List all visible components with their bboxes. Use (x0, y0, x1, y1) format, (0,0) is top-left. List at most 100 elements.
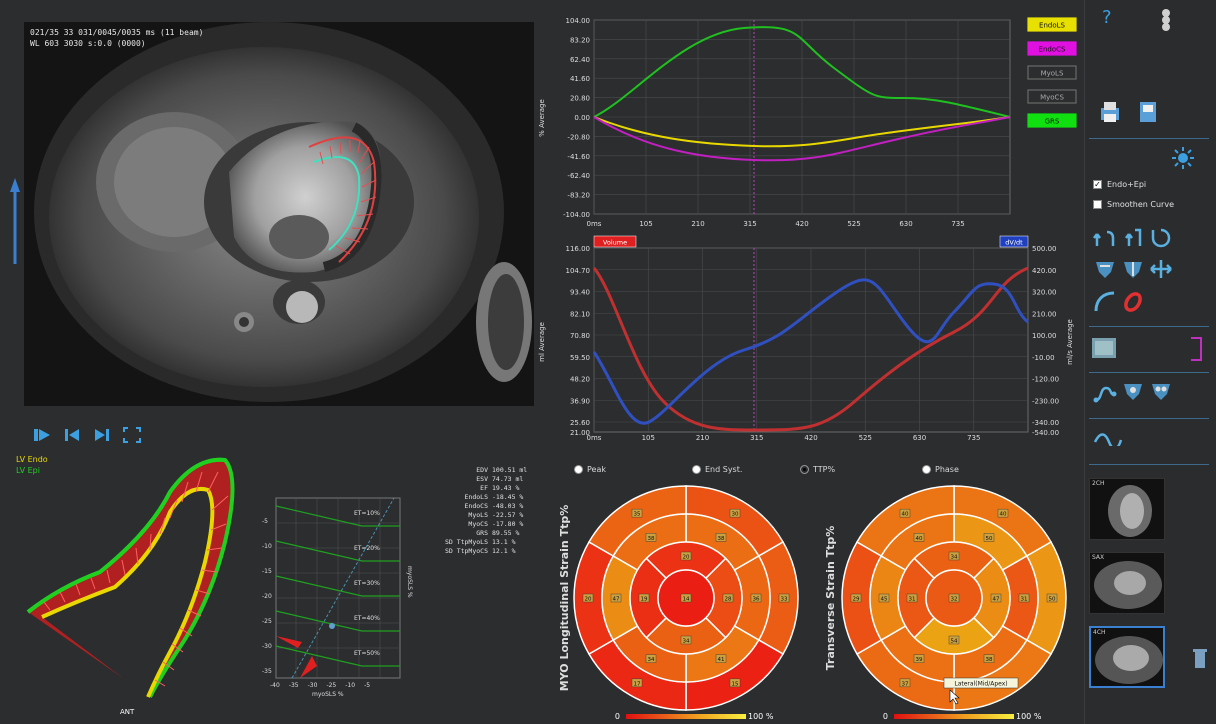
mri-overlay-line: 021/35 33 031/0045/0035 ms (11 beam) (30, 28, 204, 37)
chart1-legend-swatch[interactable] (1027, 41, 1077, 56)
stats-key: EDV (476, 466, 488, 474)
skip-back-button[interactable] (62, 426, 82, 444)
volume-chart[interactable]: 116.00 500.00 104.70 420.00 93.40 320.00 82.10… (534, 232, 1080, 442)
settings-button[interactable] (1157, 8, 1175, 36)
bullseye-longitudinal[interactable]: 30 33 15 17 20 35 38 36 41 34 47 38 28 34 19 20 14 MYO Lo… (556, 480, 812, 724)
chart2-legend-left[interactable] (593, 235, 637, 248)
stats-key: EndoCS (464, 502, 488, 510)
segment-value: 40 (902, 512, 909, 518)
stats-key: SD TtpMyoLS (444, 538, 488, 546)
chart2-ytick-left: 21.00 (570, 429, 590, 437)
export-button[interactable] (1137, 100, 1159, 128)
chart1-ytick: -104.00 (563, 211, 590, 219)
segment-value-box (997, 508, 1009, 518)
diag-xtick: -5 (364, 682, 371, 689)
segment-value-box (610, 593, 622, 603)
chart2-legend-right[interactable] (999, 235, 1029, 248)
segment-value: 38 (986, 657, 993, 663)
magenta-tool-button[interactable] (1189, 336, 1203, 366)
strain-diagram: -5 -10 -15 -20 -25 -30 -35 -40 -35 -30 -… (262, 496, 422, 698)
tool-button-9[interactable] (1093, 380, 1117, 408)
radio-dot[interactable] (922, 465, 931, 474)
mri-image (24, 22, 534, 406)
segment-value: 54 (951, 639, 958, 645)
radio-dot[interactable] (800, 465, 809, 474)
segment-value: 40 (1000, 512, 1007, 518)
rotate-icon (1151, 228, 1171, 248)
playback-controls (32, 426, 142, 446)
segment-value: 31 (1021, 597, 1028, 603)
tool-button-5[interactable] (1121, 258, 1145, 284)
segment-value-box (1046, 593, 1058, 603)
tool-button-7[interactable] (1093, 290, 1117, 318)
tool-button-6[interactable] (1149, 258, 1173, 284)
tool-button-4[interactable] (1093, 258, 1117, 284)
segment-value: 30 (732, 512, 739, 518)
segment-value: 36 (753, 597, 760, 603)
chart2-xtick: 735 (967, 434, 980, 442)
play-icon (34, 429, 50, 441)
tool-button-10[interactable] (1121, 380, 1145, 408)
image-tool-button[interactable] (1091, 336, 1117, 364)
checkbox-box[interactable]: ✓ (1093, 180, 1102, 189)
frame-slider[interactable] (10, 178, 20, 264)
wave-tool-button[interactable] (1093, 430, 1123, 450)
diag-ytick: -25 (262, 618, 272, 625)
mode-radio[interactable]: Phase (922, 465, 959, 474)
chart1-xtick: 105 (639, 220, 652, 228)
tool-button-3[interactable] (1149, 226, 1173, 252)
segment-value-box (715, 654, 727, 663)
diag-ytick: -35 (262, 668, 272, 675)
play-button[interactable] (32, 426, 52, 444)
print-button[interactable] (1099, 100, 1121, 128)
radio-dot[interactable] (574, 465, 583, 474)
diag-xtick: -30 (307, 682, 318, 689)
bullseye-transverse[interactable]: 4050413729405031383945404754313432Transv… (822, 480, 1080, 724)
segment-value-box (948, 551, 960, 561)
scale-min: 0 (883, 712, 888, 721)
chart1-legend-swatch[interactable] (1027, 89, 1077, 104)
segment-value: 33 (781, 597, 788, 603)
heart-segment-icon (1096, 262, 1114, 278)
thumbnail-label: 4CH (1093, 629, 1106, 636)
smoothen-curve-checkbox[interactable]: Smoothen Curve (1093, 200, 1174, 209)
mri-viewport[interactable]: 021/35 33 031/0045/0035 ms (11 beam) WL … (24, 22, 534, 406)
segment-value: 45 (881, 597, 888, 603)
endo-epi-checkbox[interactable]: ✓ Endo+Epi (1093, 180, 1146, 189)
segment-value-box (983, 533, 995, 542)
series-thumbnail-selected[interactable]: 4CH (1089, 626, 1165, 688)
strain-chart[interactable]: 104.00 83.20 62.40 41.60 20.80 0.00 -20.80 -41.… (534, 8, 1080, 232)
stats-row: GRS 89.55 % (430, 529, 546, 538)
segment-value: 34 (951, 555, 958, 561)
skip-forward-icon (95, 429, 109, 441)
chart1-ytick: 0.00 (574, 114, 590, 122)
diag-ytick: -30 (262, 643, 272, 650)
chart1-legend-label: EndoCS (1039, 46, 1066, 54)
delete-button[interactable] (1193, 648, 1207, 674)
stats-row: ESV 74.73 ml (430, 475, 546, 484)
fullscreen-button[interactable] (122, 426, 142, 444)
chart1-xtick: 525 (847, 220, 860, 228)
mode-radio[interactable]: End Syst. (692, 465, 742, 474)
checkbox-box[interactable] (1093, 200, 1102, 209)
series-thumbnail[interactable]: SAX (1089, 552, 1165, 614)
segment-value-box (948, 635, 960, 645)
chart1-legend-swatch[interactable] (1027, 17, 1077, 32)
tool-button-8[interactable] (1121, 290, 1145, 318)
fullscreen-icon (123, 427, 141, 443)
mode-radio[interactable]: Peak (574, 465, 606, 474)
tool-button-11[interactable] (1149, 380, 1173, 408)
chart1-legend-swatch[interactable] (1027, 65, 1077, 80)
svg-text:?: ? (1102, 7, 1112, 28)
skip-forward-button[interactable] (92, 426, 112, 444)
mode-radio[interactable]: TTP% (800, 465, 835, 474)
chart1-legend-swatch[interactable] (1027, 113, 1077, 128)
tool-button-1[interactable] (1093, 226, 1117, 252)
help-button[interactable]: ? (1099, 6, 1115, 32)
brightness-button[interactable] (1171, 146, 1195, 174)
radio-dot[interactable] (692, 465, 701, 474)
chart1-series-grs (593, 26, 1011, 118)
tool-button-2[interactable] (1121, 226, 1145, 252)
move-arrows-icon (1150, 260, 1172, 278)
series-thumbnail[interactable]: 2CH (1089, 478, 1165, 540)
